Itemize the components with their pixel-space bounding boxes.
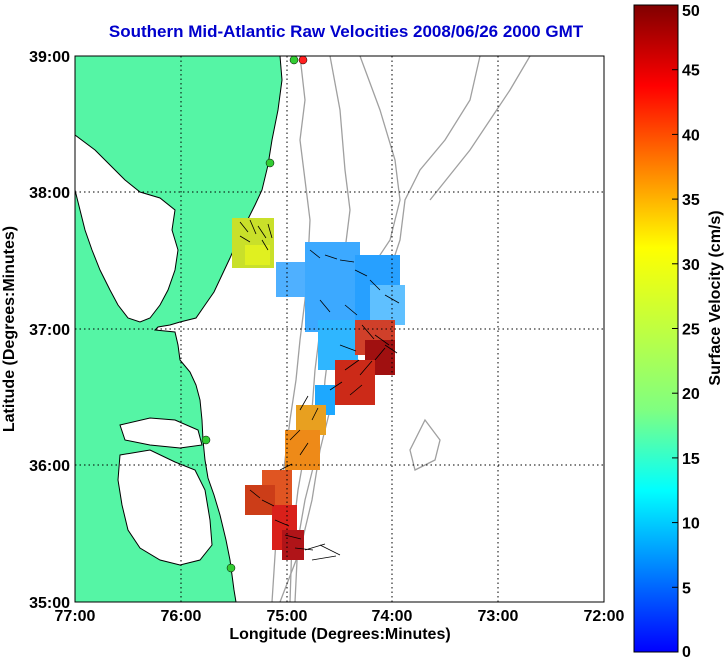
colorbar-label: Surface Velocity (cm/s) — [707, 210, 724, 385]
x-tick-label: 75:00 — [267, 608, 308, 625]
colorbar-tick-label: 25 — [682, 322, 700, 339]
colorbar-tick-label: 5 — [682, 580, 691, 597]
pamlico-sound — [117, 449, 213, 566]
grid — [75, 56, 604, 602]
colorbar-tick-label: 15 — [682, 451, 700, 468]
colorbar-tick-label: 45 — [682, 63, 700, 80]
colorbar-tick-label: 0 — [682, 644, 691, 659]
colorbar-tick-label: 35 — [682, 192, 700, 209]
colorbar-tick-label: 30 — [682, 257, 700, 274]
x-tick-label: 77:00 — [55, 608, 96, 625]
y-tick-label: 35:00 — [29, 595, 70, 612]
x-axis-label: Longitude (Degrees:Minutes) — [229, 626, 450, 643]
colorbar-tick-label: 20 — [682, 386, 700, 403]
x-tick-label: 76:00 — [161, 608, 202, 625]
colorbar-tick-label: 50 — [682, 3, 700, 20]
x-tick-label: 72:00 — [584, 608, 625, 625]
x-tick-label: 74:00 — [372, 608, 413, 625]
y-tick-label: 37:00 — [29, 322, 70, 339]
y-tick-label: 36:00 — [29, 458, 70, 475]
velocity-vectors — [239, 219, 400, 561]
colorbar-tick-label: 10 — [682, 516, 700, 533]
chesapeake-bay — [75, 134, 179, 323]
velocity-field — [232, 218, 405, 560]
y-axis-label: Latitude (Degrees:Minutes) — [1, 226, 18, 432]
map-title: Southern Mid-Atlantic Raw Velocities 200… — [108, 22, 584, 41]
y-tick-label: 38:00 — [29, 185, 70, 202]
plot-frame — [74, 55, 605, 603]
radar-sites — [201, 55, 308, 573]
colorbar-tick-label: 40 — [682, 127, 700, 144]
y-tick-label: 39:00 — [29, 49, 70, 66]
colorbar — [633, 4, 679, 653]
x-tick-label: 73:00 — [478, 608, 519, 625]
